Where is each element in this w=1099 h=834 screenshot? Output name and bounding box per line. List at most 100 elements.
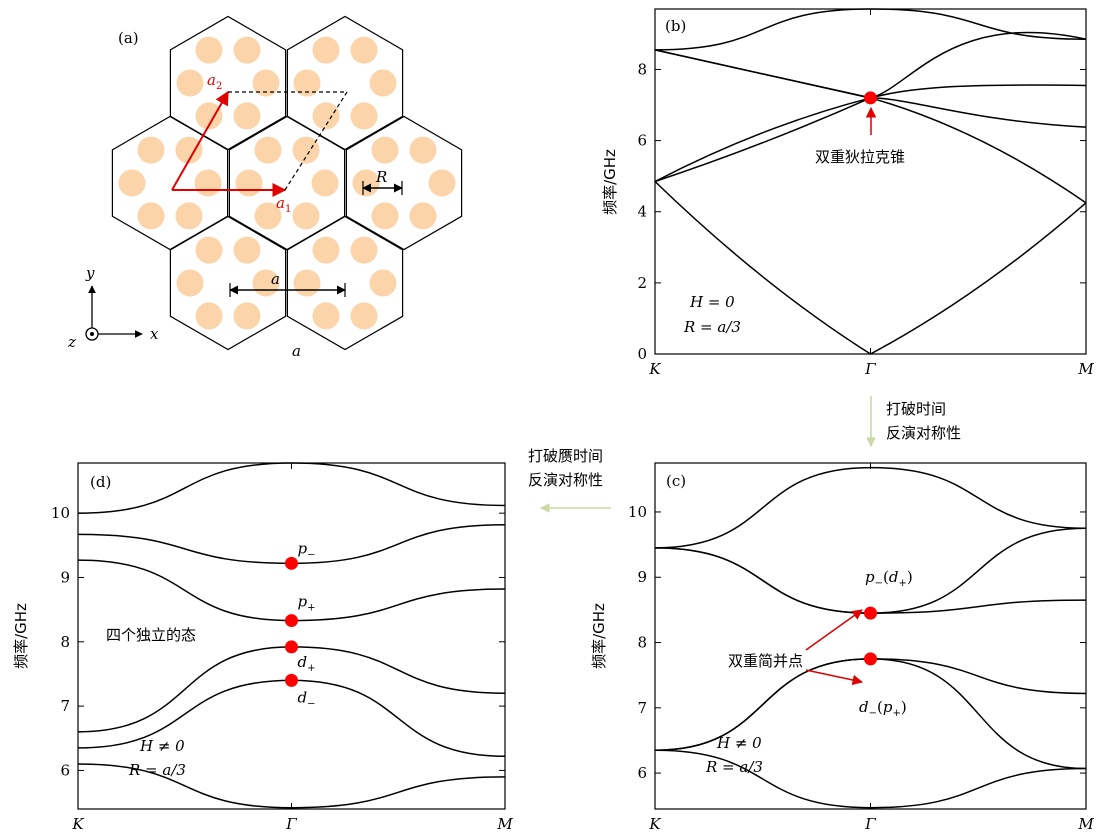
dielectric-cylinder: [233, 102, 261, 130]
degenerate-point: [864, 606, 877, 620]
dielectric-cylinder: [118, 169, 146, 197]
panel-d-points: p− p+ d+ d−: [285, 539, 316, 709]
dielectric-cylinder: [369, 69, 397, 97]
x-tick-label: M: [496, 815, 513, 833]
hexagon-cell: [228, 115, 346, 251]
panel-c-ylabel: 频率/GHz: [590, 603, 608, 669]
panel-b-ylabel: 频率/GHz: [601, 149, 619, 215]
dielectric-cylinder: [195, 302, 223, 330]
panel-b-label: (b): [665, 17, 686, 35]
x-tick-label: Γ: [864, 360, 876, 378]
panel-b-band-structure: (b) 0 2 4 6 8 K Γ M 频率/GHz H = 0 R = a/3 双重狄拉克…: [601, 8, 1094, 378]
panel-b-param-h: H = 0: [689, 293, 735, 311]
x-tick-label: M: [1077, 815, 1094, 833]
dielectric-cylinder: [428, 169, 456, 197]
y-tick-label: 8: [637, 634, 647, 652]
degenerate-point: [864, 652, 877, 666]
hexagon-outline: [169, 215, 287, 351]
panel-c-annotation: 双重简并点: [728, 652, 803, 670]
dielectric-cylinder: [312, 102, 340, 130]
panel-b-annotation: 双重狄拉克锥: [815, 148, 905, 166]
panel-d-ylabel: 频率/GHz: [12, 603, 30, 669]
dielectric-cylinder: [312, 236, 340, 264]
vector-a1-label: a1: [276, 194, 291, 215]
band-line: [77, 462, 506, 514]
dielectric-cylinder: [350, 102, 378, 130]
dielectric-cylinder: [195, 36, 223, 64]
dielectric-cylinder: [175, 136, 203, 164]
dielectric-cylinder: [195, 102, 223, 130]
radius-indicator: R: [362, 168, 403, 195]
band-line: [77, 763, 506, 809]
y-tick-label: 7: [637, 699, 647, 717]
y-tick-label: 0: [637, 345, 647, 363]
panel-d-param-h: H ≠ 0: [139, 737, 185, 755]
y-tick-label: 8: [637, 60, 647, 78]
lattice-vectors: a1 a2: [171, 71, 349, 215]
transition-b-c-line2: 反演对称性: [886, 424, 961, 442]
y-tick-label: 7: [60, 697, 70, 715]
x-tick-label: M: [1077, 360, 1094, 378]
dielectric-cylinder: [233, 236, 261, 264]
dielectric-cylinder: [409, 202, 437, 230]
dielectric-cylinder: [233, 302, 261, 330]
dielectric-cylinder: [254, 136, 282, 164]
degenerate-point: [285, 640, 298, 654]
y-tick-label: 8: [60, 633, 70, 651]
band-line: [654, 180, 1087, 355]
dielectric-cylinder: [369, 269, 397, 297]
dielectric-cylinder: [292, 202, 320, 230]
band-line: [654, 466, 1087, 549]
band-line: [654, 749, 1087, 809]
panel-c-arrow-upper: [805, 609, 863, 651]
coordinate-axes: y x z: [67, 264, 159, 351]
bottom-a-label: a: [292, 342, 301, 360]
dielectric-cylinder: [293, 69, 321, 97]
dielectric-cylinder: [194, 169, 222, 197]
band-line: [654, 49, 1087, 99]
x-axis-label: x: [150, 325, 159, 343]
dielectric-cylinder: [312, 302, 340, 330]
degenerate-point: [285, 556, 298, 570]
panel-d-state-text: 四个独立的态: [106, 626, 196, 644]
degenerate-point: [864, 91, 877, 105]
x-tick-label: K: [71, 815, 84, 833]
dielectric-cylinder: [350, 36, 378, 64]
transition-c-to-d: 打破赝时间 反演对称性: [528, 447, 611, 513]
hexagon-cell: [286, 15, 404, 151]
y-tick-label: 6: [637, 764, 647, 782]
panel-b-y-ticks: 0 2 4 6 8: [637, 60, 1086, 363]
y-tick-label: 10: [628, 503, 647, 521]
transition-c-d-line1: 打破赝时间: [528, 447, 603, 465]
panel-d-y-ticks: 6 7 8 9 10: [51, 504, 505, 779]
y-axis-label: y: [85, 264, 95, 282]
panel-b-points: [864, 91, 877, 105]
panel-a-lattice: (a) a1 a2 R a a y x z: [67, 15, 463, 360]
band-line: [654, 31, 1087, 99]
y-tick-label: 9: [637, 568, 647, 586]
dielectric-cylinder: [176, 269, 204, 297]
degenerate-point: [285, 673, 298, 687]
x-tick-label: Γ: [864, 815, 876, 833]
panel-c-band-structure: (c) 6 7 8 9 10 K Γ M 频率/GHz H ≠ 0 R = a/3 双重简并…: [590, 462, 1094, 833]
lattice-constant-indicator: a: [229, 270, 346, 297]
hexagon-cell: [345, 115, 463, 251]
dielectric-cylinder: [137, 202, 165, 230]
degenerate-point: [285, 614, 298, 628]
panel-d-param-r: R = a/3: [128, 761, 186, 779]
y-tick-label: 2: [637, 274, 647, 292]
dielectric-cylinder: [293, 269, 321, 297]
hexagon-cell: [111, 115, 229, 251]
vector-a2-arrow: [171, 90, 229, 191]
dielectric-cylinder: [252, 69, 280, 97]
panel-c-param-h: H ≠ 0: [716, 734, 762, 752]
panel-c-upper-state-label: p−(d+): [865, 568, 913, 589]
y-tick-label: 6: [60, 761, 70, 779]
panel-c-param-r: R = a/3: [705, 758, 763, 776]
hexagon-outline: [345, 115, 463, 251]
x-tick-label: K: [648, 815, 661, 833]
dielectric-cylinder: [235, 169, 263, 197]
